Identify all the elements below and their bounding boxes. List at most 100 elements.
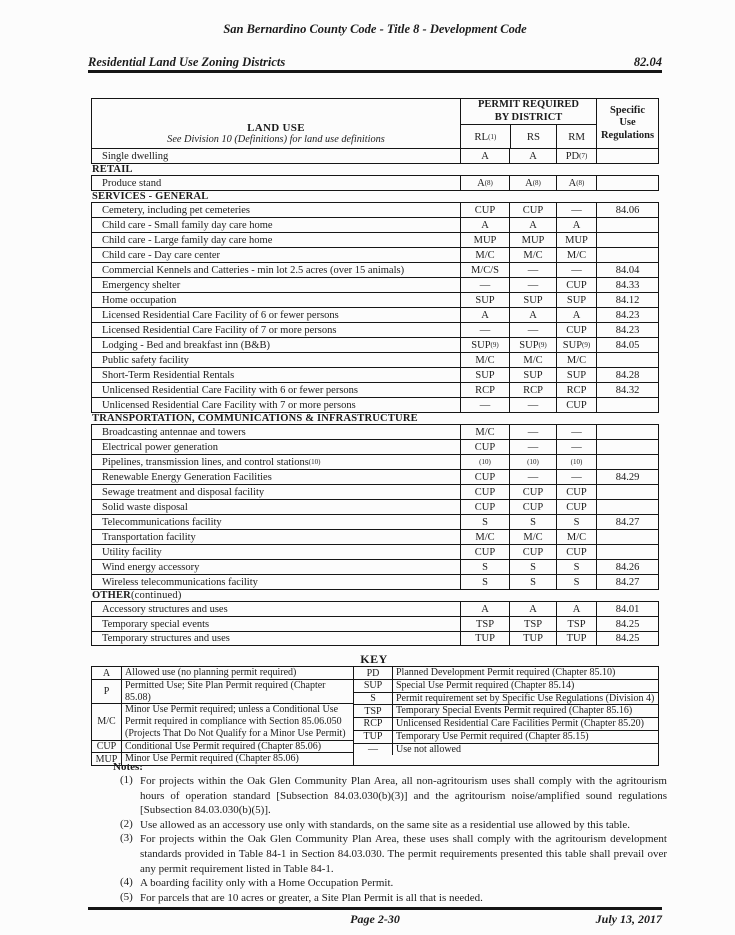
table-row: Wind energy accessory S S S 84.26 xyxy=(91,559,659,574)
regulation-cell xyxy=(596,176,658,190)
permit-cell-rm: S xyxy=(556,575,596,589)
key-row: P Permitted Use; Site Plan Permit require… xyxy=(92,679,353,704)
regulation-cell xyxy=(596,149,658,163)
permit-cell-rs: M/C xyxy=(509,248,556,262)
district-col-header: RM xyxy=(556,125,596,148)
regulation-cell: 84.32 xyxy=(596,383,658,397)
table-row: Public safety facility M/C M/C M/C xyxy=(91,352,659,367)
regulation-cell xyxy=(596,455,658,469)
row-label: Utility facility xyxy=(102,546,162,558)
permit-cell-rl: CUP xyxy=(460,545,509,559)
permit-cell-rs: — xyxy=(509,323,556,337)
section-number: 82.04 xyxy=(633,55,662,69)
table-row: Accessory structures and uses A A A 84.01 xyxy=(91,601,659,616)
table-row: Home occupation SUP SUP SUP 84.12 xyxy=(91,292,659,307)
note-text: For projects within the Oak Glen Communi… xyxy=(140,833,667,875)
row-label: Licensed Residential Care Facility of 7 … xyxy=(102,324,337,336)
land-use-subtitle: See Division 10 (Definitions) for land u… xyxy=(167,134,385,145)
permit-cell-rs: A xyxy=(509,149,556,163)
row-label: Lodging - Bed and breakfast inn (B&B) xyxy=(102,339,270,351)
key-row: S Permit requirement set by Specific Use … xyxy=(354,691,658,705)
section-label: SERVICES - GENERAL xyxy=(92,191,209,202)
permit-cell-rl: A xyxy=(460,218,509,232)
row-label: Telecommunications facility xyxy=(102,516,222,528)
section-label: TRANSPORTATION, COMMUNICATIONS & INFRAST… xyxy=(92,413,418,424)
regulation-cell: 84.23 xyxy=(596,308,658,322)
table-row: Child care - Small family day care home A… xyxy=(91,217,659,232)
permit-cell-rs: CUP xyxy=(509,203,556,217)
row-label: Electrical power generation xyxy=(102,441,219,453)
row-label: Solid waste disposal xyxy=(102,501,188,513)
row-label: Pipelines, transmission lines, and contr… xyxy=(102,456,321,468)
regulation-cell xyxy=(596,233,658,247)
permit-cell-rl: S xyxy=(460,575,509,589)
permit-cell-rm: CUP xyxy=(556,398,596,412)
key-abbr: PD xyxy=(366,667,380,679)
regulation-cell: 84.05 xyxy=(596,338,658,352)
permit-cell-rs: M/C xyxy=(509,530,556,544)
row-label: Single dwelling xyxy=(102,150,169,162)
note-item: (4) A boarding facility only with a Home … xyxy=(113,876,667,891)
permit-cell-rs: — xyxy=(509,398,556,412)
key-row: CUP Conditional Use Permit required (Chap… xyxy=(92,739,353,753)
note-number: (1) xyxy=(120,774,133,786)
table-section-header: OTHER (continued) xyxy=(91,589,659,601)
permit-cell-rs: S xyxy=(509,575,556,589)
permit-cell-rs: S xyxy=(509,560,556,574)
header-rule xyxy=(88,70,662,73)
key-desc: Minor Use Permit required (Chapter 85.06… xyxy=(121,753,353,765)
permit-cell-rl: CUP xyxy=(460,440,509,454)
regulation-cell: 84.01 xyxy=(596,602,658,616)
permit-cell-rs: (10) xyxy=(509,455,556,469)
table-row: Solid waste disposal CUP CUP CUP xyxy=(91,499,659,514)
key-abbr: CUP xyxy=(96,740,117,752)
zoning-table: LAND USE See Division 10 (Definitions) f… xyxy=(91,98,659,646)
permit-cell-rl: M/C xyxy=(460,530,509,544)
permit-cell-rl: SUP (9) xyxy=(460,338,509,352)
permit-cell-rs: TSP xyxy=(509,617,556,631)
row-label: Unlicensed Residential Care Facility wit… xyxy=(102,399,356,411)
note-text: For projects within the Oak Glen Communi… xyxy=(140,775,667,817)
permit-cell-rm: SUP (9) xyxy=(556,338,596,352)
key-abbr: M/C xyxy=(97,716,116,728)
row-label: Unlicensed Residential Care Facility wit… xyxy=(102,384,359,396)
permit-district-header-group: PERMIT REQUIRED BY DISTRICT RL (1) RS RM xyxy=(460,99,596,148)
key-right-column: PD Planned Development Permit required (C… xyxy=(353,667,658,765)
key-desc: Permitted Use; Site Plan Permit required… xyxy=(121,680,353,704)
row-label: Broadcasting antennae and towers xyxy=(102,426,246,438)
permit-cell-rs: A xyxy=(509,602,556,616)
permit-cell-rs: TUP xyxy=(509,632,556,645)
permit-cell-rm: A (8) xyxy=(556,176,596,190)
permit-cell-rl: RCP xyxy=(460,383,509,397)
permit-cell-rs: M/C xyxy=(509,353,556,367)
regulation-cell: 84.04 xyxy=(596,263,658,277)
permit-cell-rm: — xyxy=(556,470,596,484)
table-row: Single dwelling A A PD (7) xyxy=(91,148,659,163)
table-row: Utility facility CUP CUP CUP xyxy=(91,544,659,559)
note-item: (5) For parcels that are 10 acres or grea… xyxy=(113,891,667,906)
permit-cell-rl: TSP xyxy=(460,617,509,631)
permit-cell-rs: CUP xyxy=(509,545,556,559)
regulation-cell: 84.25 xyxy=(596,617,658,631)
permit-cell-rl: (10) xyxy=(460,455,509,469)
permit-cell-rl: M/C xyxy=(460,353,509,367)
permit-cell-rm: CUP xyxy=(556,545,596,559)
key-desc: Temporary Special Events Permit required… xyxy=(392,705,658,718)
permit-cell-rm: SUP xyxy=(556,368,596,382)
permit-cell-rs: — xyxy=(509,470,556,484)
regulation-cell: 84.27 xyxy=(596,575,658,589)
note-text: Use allowed as an accessory use only wit… xyxy=(140,818,630,831)
table-row: Licensed Residential Care Facility of 6 … xyxy=(91,307,659,322)
table-row: Unlicensed Residential Care Facility wit… xyxy=(91,382,659,397)
permit-cell-rs: CUP xyxy=(509,500,556,514)
permit-cell-rs: S xyxy=(509,515,556,529)
key-row: TSP Temporary Special Events Permit requi… xyxy=(354,704,658,718)
footer-date: July 13, 2017 xyxy=(595,912,662,926)
note-number: (3) xyxy=(120,832,133,845)
table-row: Unlicensed Residential Care Facility wit… xyxy=(91,397,659,412)
zoning-table-body: Single dwelling A A PD (7) RETAIL Produce stan… xyxy=(91,148,659,646)
permit-cell-rm: CUP xyxy=(556,500,596,514)
table-row: Commercial Kennels and Catteries - min l… xyxy=(91,262,659,277)
zoning-table-header: LAND USE See Division 10 (Definitions) f… xyxy=(91,98,659,148)
